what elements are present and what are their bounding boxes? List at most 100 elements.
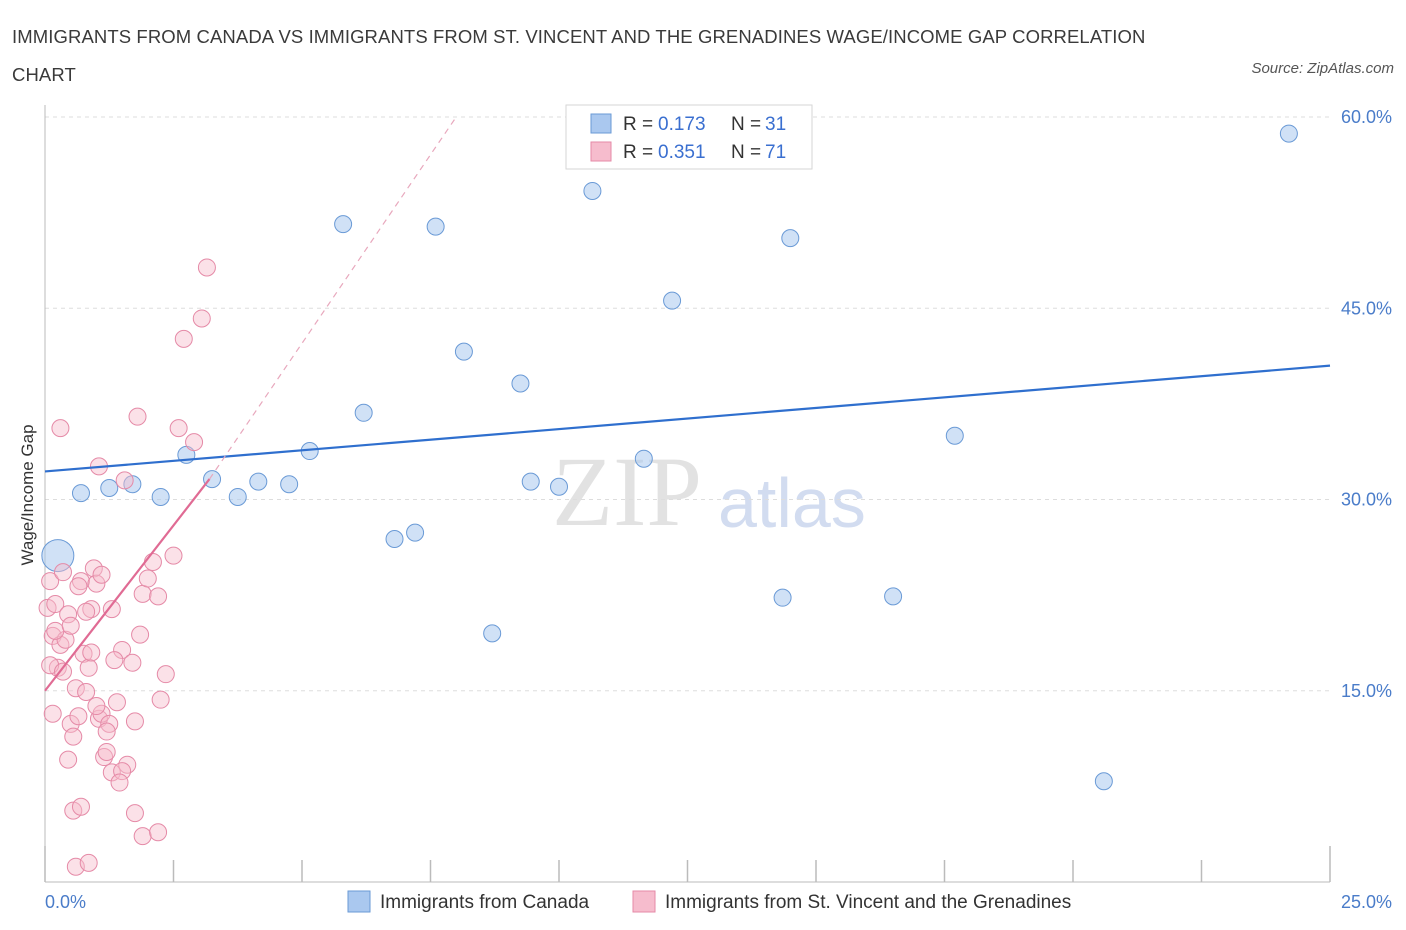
- st-vincent-point: [143, 552, 162, 571]
- canada-point: [41, 539, 75, 573]
- x-tick-label: 0.0%: [45, 892, 86, 912]
- st-vincent-point: [149, 823, 168, 842]
- canada-point: [945, 426, 964, 445]
- canada-point: [884, 587, 903, 606]
- canada-point: [781, 229, 800, 248]
- canada-point: [71, 484, 90, 503]
- st-vincent-point: [61, 616, 80, 635]
- canada-point: [511, 374, 530, 393]
- st-vincent-point: [66, 679, 85, 698]
- legend-r-value-st-vincent: 0.351: [658, 142, 706, 163]
- st-vincent-point: [133, 584, 152, 603]
- st-vincent-point: [43, 704, 62, 723]
- st-vincent-point: [84, 559, 103, 578]
- st-vincent-point: [87, 574, 106, 593]
- canada-point: [634, 449, 653, 468]
- legend-r-label-st-vincent: R =: [623, 142, 653, 163]
- legend-n-value-canada: 31: [765, 114, 786, 135]
- st-vincent-point: [53, 662, 72, 681]
- st-vincent-point: [110, 773, 129, 792]
- st-vincent-point: [59, 750, 78, 769]
- trend-lines: [44, 116, 1331, 692]
- st-vincent-point: [128, 407, 147, 426]
- st-vincent-point: [64, 727, 83, 746]
- canada-point: [203, 470, 222, 489]
- st-vincent-point: [77, 602, 96, 621]
- st-vincent-point: [131, 625, 150, 644]
- y-tick-label: 45.0%: [1341, 298, 1392, 318]
- st-vincent-point: [138, 569, 157, 588]
- st-vincent-point: [151, 690, 170, 709]
- st-vincent-point: [79, 658, 98, 677]
- st-vincent-point: [79, 853, 98, 872]
- canada-point: [151, 487, 170, 506]
- legend-swatch-canada: [590, 113, 612, 134]
- watermark-zip: ZIP: [552, 436, 702, 547]
- series-legend: Immigrants from Canada Immigrants from S…: [347, 890, 1071, 913]
- axes: [44, 105, 1331, 883]
- st-vincent-point: [71, 797, 90, 816]
- canada-point: [280, 475, 299, 494]
- chart-title: IMMIGRANTS FROM CANADA VS IMMIGRANTS FRO…: [12, 26, 1146, 85]
- st-vincent-point: [113, 762, 132, 781]
- correlation-legend: R = 0.173 N = 31 R = 0.351 N = 71: [565, 104, 813, 170]
- st-vincent-point: [82, 643, 101, 662]
- canada-point: [334, 215, 353, 234]
- watermark-atlas: atlas: [718, 464, 866, 542]
- st-vincent-point: [69, 577, 88, 596]
- y-tick-label: 60.0%: [1341, 107, 1392, 127]
- series-st-vincent: [38, 258, 216, 876]
- st-vincent-point: [174, 329, 193, 348]
- canada-point: [550, 477, 568, 496]
- source-label: Source: ZipAtlas.com: [1251, 60, 1394, 77]
- legend-n-value-st-vincent: 71: [765, 142, 786, 163]
- st-vincent-point: [95, 748, 114, 767]
- st-vincent-point: [69, 707, 88, 726]
- st-vincent-point: [92, 565, 111, 584]
- st-vincent-point: [192, 309, 211, 328]
- st-vincent-point: [169, 419, 188, 438]
- st-vincent-point: [56, 630, 75, 649]
- st-vincent-point: [71, 572, 90, 591]
- st-vincent-point: [51, 419, 70, 438]
- st-vincent-point: [197, 258, 216, 277]
- legend-swatch-st-vincent: [590, 141, 612, 162]
- st-vincent-point: [82, 600, 101, 619]
- st-vincent-point: [156, 665, 175, 684]
- st-vincent-point: [133, 827, 152, 846]
- grid: [45, 116, 1330, 692]
- tick-labels: 15.0% 30.0% 45.0% 60.0% 0.0% 25.0%: [45, 107, 1392, 912]
- canada-point: [100, 479, 119, 498]
- x-tick-label: 25.0%: [1341, 892, 1392, 912]
- st-vincent-point: [51, 635, 70, 654]
- st-vincent-point: [149, 587, 168, 606]
- y-axis-title: Wage/Income Gap: [18, 424, 37, 565]
- st-vincent-point: [46, 595, 65, 614]
- bottom-legend-swatch-canada: [347, 890, 371, 913]
- st-vincent-point: [41, 572, 60, 591]
- st-vincent-point: [105, 651, 124, 670]
- canada-point: [249, 472, 268, 491]
- st-vincent-point: [115, 471, 134, 490]
- st-vincent-point: [53, 563, 72, 582]
- st-vincent-point: [185, 433, 204, 452]
- bottom-legend-swatch-st-vincent: [632, 890, 656, 913]
- legend-r-label-canada: R =: [623, 114, 653, 135]
- canada-point: [663, 291, 682, 310]
- st-vincent-point: [113, 640, 132, 659]
- bottom-legend-label-canada: Immigrants from Canada: [380, 892, 590, 913]
- canada-point: [354, 403, 373, 422]
- canada-point: [426, 217, 445, 236]
- canada-point: [583, 181, 602, 200]
- st-vincent-point: [125, 804, 144, 823]
- st-vincent-point: [97, 722, 116, 741]
- st-vincent-point: [164, 546, 183, 565]
- y-tick-label: 15.0%: [1341, 681, 1392, 701]
- canada-point: [1279, 124, 1298, 143]
- canada-point: [483, 624, 502, 643]
- st-vincent-point: [123, 653, 142, 672]
- st-vincent-point: [59, 605, 78, 624]
- st-vincent-point: [46, 621, 65, 640]
- canada-trend-line: [44, 364, 1331, 473]
